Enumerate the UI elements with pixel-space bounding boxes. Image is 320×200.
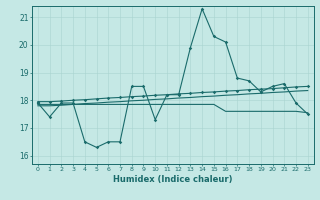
X-axis label: Humidex (Indice chaleur): Humidex (Indice chaleur) [113, 175, 233, 184]
